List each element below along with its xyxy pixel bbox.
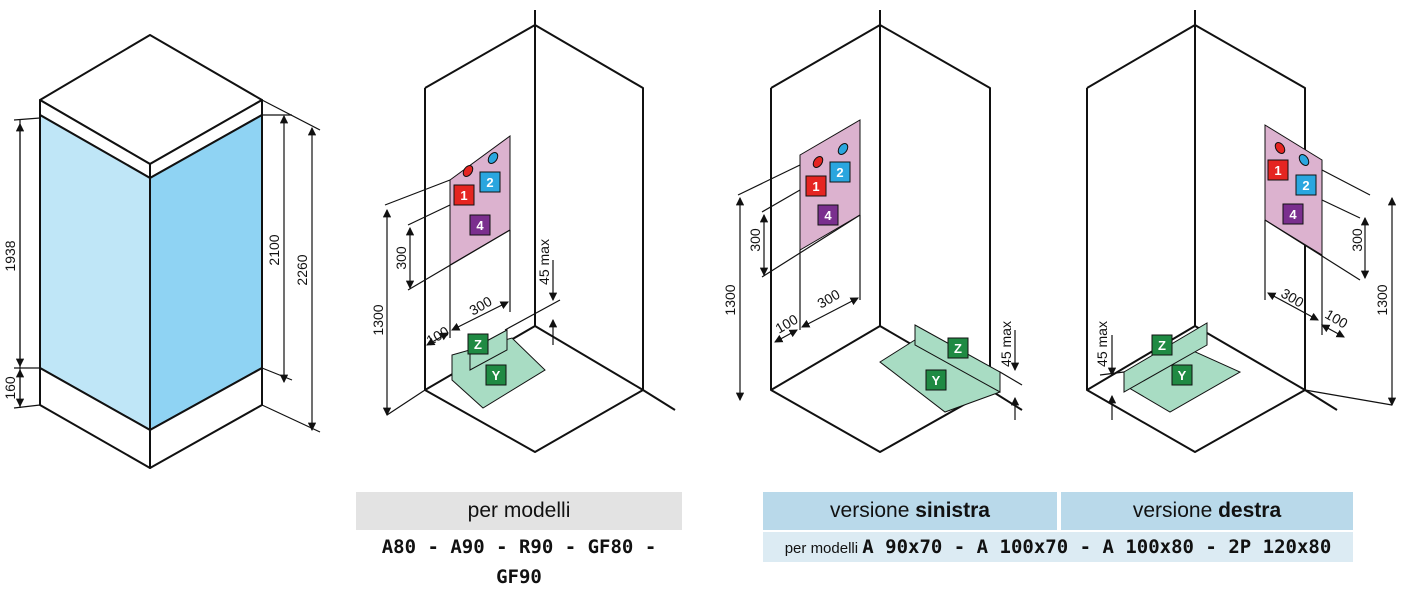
- dim-valve-height: 1300: [370, 304, 386, 335]
- svg-text:2: 2: [1302, 178, 1309, 193]
- badge-y: Y: [1171, 364, 1193, 386]
- badge-4: 4: [469, 214, 491, 236]
- caption-shared-prefix: per modelli: [784, 540, 863, 557]
- dim-panel-height: 300: [747, 228, 763, 252]
- svg-text:Y: Y: [932, 373, 941, 388]
- svg-text:1: 1: [1274, 163, 1281, 178]
- svg-text:4: 4: [476, 218, 484, 233]
- dim-panel-height: 300: [393, 246, 409, 270]
- dim-total-height: 2260: [294, 254, 310, 285]
- badge-1: 1: [1267, 159, 1289, 181]
- caption-left-version: versione sinistra: [763, 492, 1057, 530]
- badge-4: 4: [1282, 203, 1304, 225]
- svg-text:Y: Y: [492, 368, 501, 383]
- cold-water-icon: [487, 152, 499, 164]
- drain-riser: [1123, 322, 1208, 393]
- badge-y: Y: [485, 364, 507, 386]
- badge-z: Z: [467, 333, 489, 355]
- dim-glass-height: 1938: [2, 240, 18, 271]
- figure-standard: 300 1300 100 300 45 max 1 2 4 Z Y: [370, 10, 676, 453]
- dim-valve-height: 1300: [722, 284, 738, 315]
- caption-left-bold: sinistra: [915, 499, 990, 522]
- dim-drain-max: 45 max: [536, 239, 552, 285]
- caption-standard-models: A80 - A90 - R90 - GF80 - GF90: [356, 532, 682, 588]
- caption-right-bold: destra: [1218, 499, 1282, 522]
- drawing: 1938 160 2100 2260 300: [2, 10, 1397, 469]
- badge-2: 2: [1295, 174, 1317, 196]
- dim-offset: 100: [772, 311, 800, 337]
- dim-valve-height: 1300: [1374, 284, 1390, 315]
- dim-panel-height: 300: [1349, 228, 1365, 252]
- svg-text:4: 4: [824, 208, 832, 223]
- cabin-dimensions: [13, 99, 321, 433]
- cold-water-icon: [837, 143, 849, 155]
- figure-right-version: 300 1300 300 100 45 max 1 2 4 Z Y: [1086, 10, 1397, 453]
- caption-shared-models-list: A 90x70 - A 100x70 - A 100x80 - 2P 120x8…: [862, 536, 1332, 558]
- dim-inner-height: 2100: [266, 234, 282, 265]
- badge-1: 1: [453, 184, 475, 206]
- dim-drain-max: 45 max: [1094, 321, 1110, 367]
- badge-y: Y: [925, 369, 947, 391]
- svg-text:4: 4: [1289, 207, 1297, 222]
- svg-text:Y: Y: [1178, 368, 1187, 383]
- hot-water-icon: [462, 165, 474, 177]
- badge-1: 1: [805, 175, 827, 197]
- caption-shared-models: per modelli A 90x70 - A 100x70 - A 100x8…: [763, 532, 1353, 562]
- caption-right-prefix: versione: [1132, 499, 1219, 522]
- svg-text:1: 1: [812, 179, 819, 194]
- dim-drain-max: 45 max: [998, 321, 1014, 367]
- figure-left-version: 300 1300 100 300 45 max 1 2 4 Z Y: [722, 10, 1023, 453]
- svg-text:1: 1: [460, 188, 467, 203]
- svg-text:Z: Z: [474, 337, 482, 352]
- cold-water-icon: [1298, 154, 1310, 166]
- badge-4: 4: [817, 204, 839, 226]
- caption-right-version: versione destra: [1061, 492, 1353, 530]
- dim-panel-width: 300: [466, 293, 494, 319]
- dim-base-height: 160: [2, 376, 18, 400]
- hot-water-icon: [812, 156, 824, 168]
- svg-text:Z: Z: [1158, 338, 1166, 353]
- svg-text:Z: Z: [954, 341, 962, 356]
- hot-water-icon: [1274, 142, 1286, 154]
- figure-cabin: [39, 34, 263, 469]
- caption-standard-label: per modelli: [356, 492, 682, 530]
- svg-text:2: 2: [836, 165, 843, 180]
- dim-panel-width: 300: [1278, 285, 1306, 311]
- svg-text:2: 2: [486, 175, 493, 190]
- badge-2: 2: [479, 171, 501, 193]
- badge-2: 2: [829, 161, 851, 183]
- caption-left-prefix: versione: [830, 499, 916, 522]
- badge-z: Z: [947, 337, 969, 359]
- badge-z: Z: [1151, 334, 1173, 356]
